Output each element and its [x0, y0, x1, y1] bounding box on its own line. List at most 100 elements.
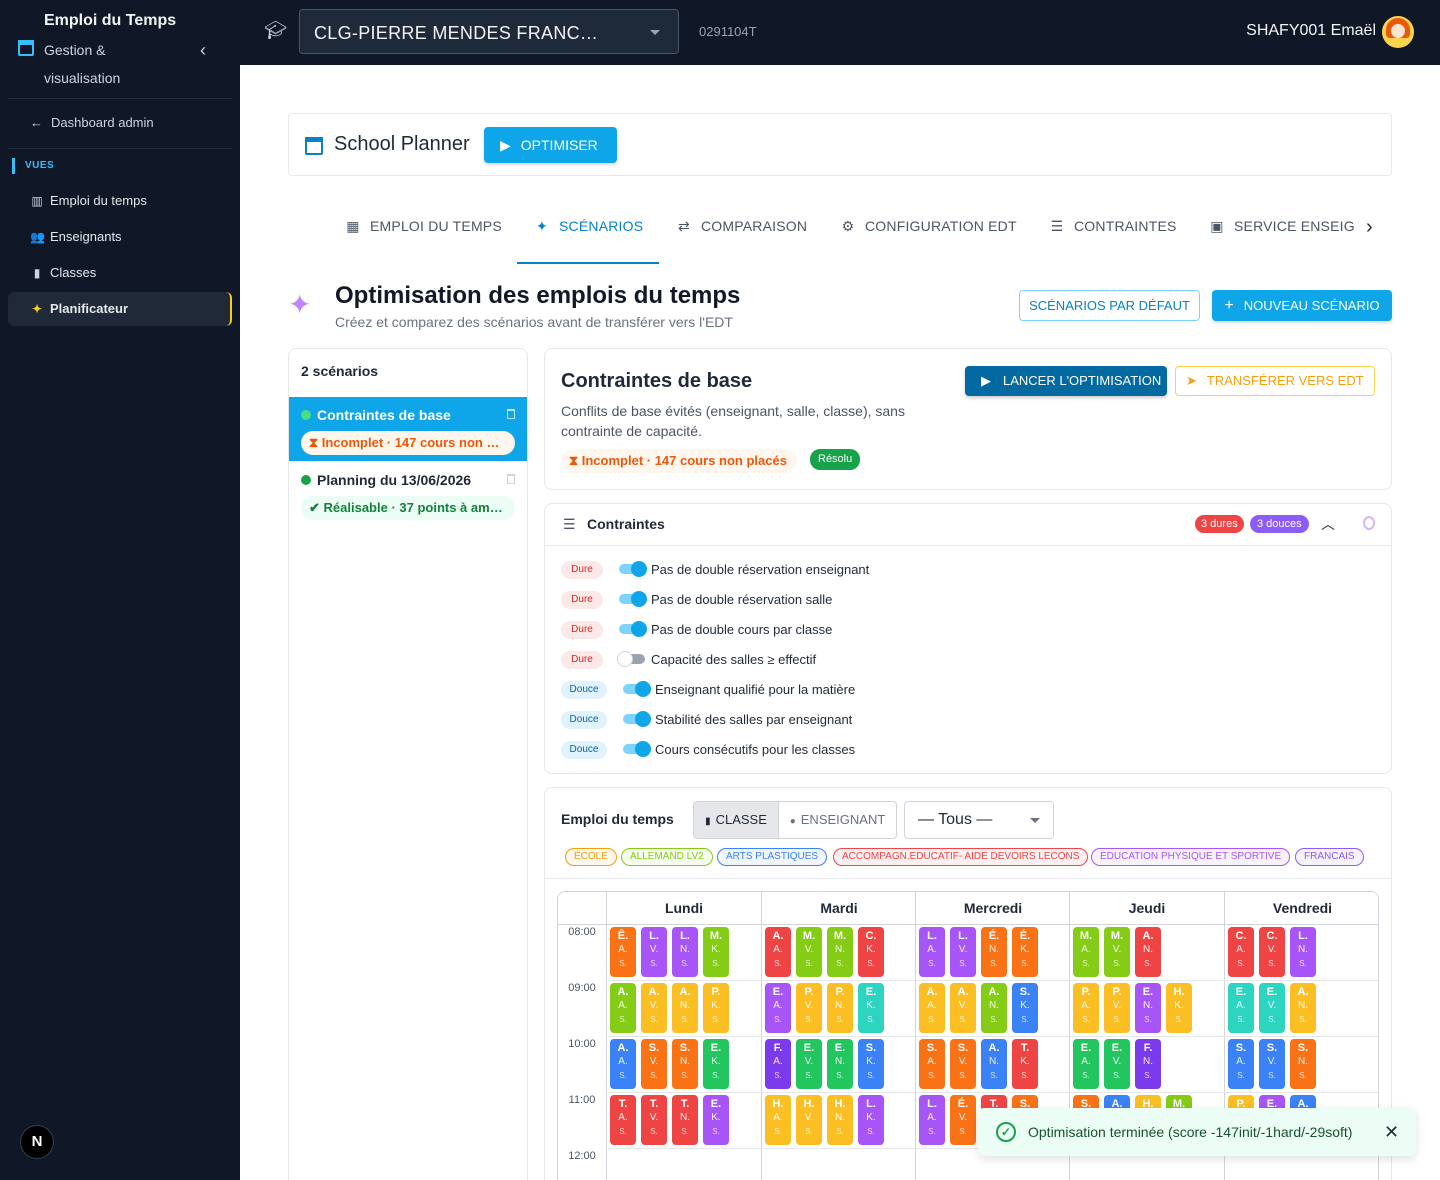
course-block[interactable]: L. V. S. [641, 927, 667, 977]
course-block[interactable]: T. A. S. [610, 1095, 636, 1145]
course-block[interactable]: A. V. S. [950, 983, 976, 1033]
course-block[interactable]: E. N. S. [827, 1039, 853, 1089]
course-block[interactable]: A. N. S. [672, 983, 698, 1033]
constraint-toggle[interactable] [619, 621, 647, 637]
scenario-item-contraintes-de-base[interactable]: Contraintes de base ⧗ Incomplet · 147 co… [289, 397, 527, 461]
course-block[interactable]: C. A. S. [1228, 927, 1254, 977]
course-block[interactable]: E. K. S. [703, 1095, 729, 1145]
optimize-button[interactable]: ▶ OPTIMISER [484, 127, 617, 163]
course-block[interactable]: S. K. S. [858, 1039, 884, 1089]
course-block[interactable]: H. V. S. [796, 1095, 822, 1145]
course-block[interactable]: S. V. S. [1259, 1039, 1285, 1089]
course-block[interactable]: E. A. S. [1228, 983, 1254, 1033]
course-block[interactable]: L. N. S. [672, 927, 698, 977]
course-block[interactable]: M. V. S. [796, 927, 822, 977]
view-teacher-button[interactable]: ● ENSEIGNANT [778, 802, 896, 838]
tab-configuration-edt[interactable]: ⚙ CONFIGURATION EDT [839, 218, 1017, 240]
scenario-item-planning[interactable]: Planning du 13/06/2026 ✔ Réalisable · 37… [289, 462, 527, 526]
course-block[interactable]: E. A. S. [765, 983, 791, 1033]
tab-contraintes[interactable]: ☰ CONTRAINTES [1048, 218, 1177, 240]
course-block[interactable]: E. V. S. [1104, 1039, 1130, 1089]
course-block[interactable]: E. V. S. [1259, 983, 1285, 1033]
collapse-sidebar-icon[interactable]: ‹ [200, 40, 206, 60]
dashboard-admin-link[interactable]: ← Dashboard admin [30, 115, 162, 130]
course-block[interactable]: P. A. S. [1073, 983, 1099, 1033]
chevron-up-icon[interactable]: ︿ [1321, 516, 1335, 532]
course-block[interactable]: L. V. S. [950, 927, 976, 977]
class-filter-select[interactable]: — Tous — [904, 801, 1054, 839]
lightbulb-icon[interactable] [1363, 516, 1375, 530]
course-block[interactable]: A. N. S. [1135, 927, 1161, 977]
transfer-to-edt-button[interactable]: ➤ TRANSFÉRER VERS EDT [1175, 366, 1375, 396]
course-block[interactable]: É. N. S. [981, 927, 1007, 977]
course-block[interactable]: H. A. S. [765, 1095, 791, 1145]
course-block[interactable]: L. A. S. [919, 927, 945, 977]
user-name[interactable]: SHAFY001 Emaël [1246, 22, 1376, 39]
course-block[interactable]: P. V. S. [1104, 983, 1130, 1033]
course-block[interactable]: S. V. S. [950, 1039, 976, 1089]
course-block[interactable]: E. V. S. [796, 1039, 822, 1089]
tab-service-enseig[interactable]: ▣ SERVICE ENSEIG [1208, 218, 1354, 240]
tab-scenarios[interactable]: ✦ SCÉNARIOS [533, 218, 643, 240]
course-block[interactable]: A. A. S. [610, 983, 636, 1033]
course-block[interactable]: A. V. S. [641, 983, 667, 1033]
course-block[interactable]: S. K. S. [1012, 983, 1038, 1033]
constraint-toggle[interactable] [623, 711, 651, 727]
course-block[interactable]: S. V. S. [641, 1039, 667, 1089]
constraint-toggle[interactable] [623, 681, 651, 697]
course-block[interactable]: H. K. S. [1166, 983, 1192, 1033]
course-block[interactable]: P. V. S. [796, 983, 822, 1033]
course-block[interactable]: C. V. S. [1259, 927, 1285, 977]
course-block[interactable]: S. N. S. [1290, 1039, 1316, 1089]
constraints-header[interactable]: ☰ Contraintes 3 dures 3 douces ︿ [545, 504, 1391, 546]
sidebar-item-classes[interactable]: ▮ Classes [8, 256, 232, 290]
nextjs-badge[interactable]: N [20, 1125, 54, 1159]
sidebar-item-planificateur[interactable]: ✦ Planificateur [8, 292, 232, 326]
course-block[interactable]: M. K. S. [703, 927, 729, 977]
default-scenarios-button[interactable]: SCÉNARIOS PAR DÉFAUT [1019, 290, 1200, 321]
course-block[interactable]: É. K. S. [1012, 927, 1038, 977]
course-block[interactable]: T. K. S. [1012, 1039, 1038, 1089]
course-block[interactable]: H. N. S. [827, 1095, 853, 1145]
course-block[interactable]: P. N. S. [827, 983, 853, 1033]
course-block[interactable]: L. A. S. [919, 1095, 945, 1145]
course-block[interactable]: T. N. S. [672, 1095, 698, 1145]
course-block[interactable]: M. N. S. [827, 927, 853, 977]
tab-emploi-du-temps[interactable]: ▦ EMPLOI DU TEMPS [344, 218, 502, 240]
constraint-toggle[interactable] [617, 651, 645, 667]
close-icon[interactable]: ✕ [1384, 1122, 1400, 1142]
course-block[interactable]: L. N. S. [1290, 927, 1316, 977]
course-block[interactable]: Ê. A. S. [610, 927, 636, 977]
course-block[interactable]: A. A. S. [765, 927, 791, 977]
constraint-toggle[interactable] [623, 741, 651, 757]
delete-icon[interactable] [507, 409, 515, 419]
course-block[interactable]: M. A. S. [1073, 927, 1099, 977]
new-scenario-button[interactable]: + NOUVEAU SCÉNARIO [1212, 290, 1392, 321]
course-block[interactable]: A. A. S. [919, 983, 945, 1033]
sidebar-item-enseignants[interactable]: 👥 Enseignants [8, 220, 232, 254]
course-block[interactable]: L. K. S. [858, 1095, 884, 1145]
course-block[interactable]: M. V. S. [1104, 927, 1130, 977]
course-block[interactable]: E. N. S. [1135, 983, 1161, 1033]
course-block[interactable]: É. V. S. [950, 1095, 976, 1145]
constraint-toggle[interactable] [619, 561, 647, 577]
school-select[interactable]: CLG-PIERRE MENDES FRANC… [299, 9, 679, 54]
sidebar-item-emploi-du-temps[interactable]: ▥ Emploi du temps [8, 184, 232, 218]
course-block[interactable]: F. A. S. [765, 1039, 791, 1089]
course-block[interactable]: E. K. S. [703, 1039, 729, 1089]
avatar[interactable] [1382, 16, 1414, 48]
constraint-toggle[interactable] [619, 591, 647, 607]
course-block[interactable]: A. N. S. [1290, 983, 1316, 1033]
tab-scroll-right-icon[interactable]: › [1366, 216, 1373, 238]
course-block[interactable]: F. N. S. [1135, 1039, 1161, 1089]
course-block[interactable]: S. A. S. [1228, 1039, 1254, 1089]
course-block[interactable]: A. N. S. [981, 983, 1007, 1033]
tab-comparaison[interactable]: ⇄ COMPARAISON [675, 218, 807, 240]
view-class-button[interactable]: ▮ CLASSE [694, 802, 778, 838]
course-block[interactable]: S. N. S. [672, 1039, 698, 1089]
course-block[interactable]: C. K. S. [858, 927, 884, 977]
course-block[interactable]: A. A. S. [610, 1039, 636, 1089]
course-block[interactable]: E. A. S. [1073, 1039, 1099, 1089]
course-block[interactable]: E. K. S. [858, 983, 884, 1033]
course-block[interactable]: A. N. S. [981, 1039, 1007, 1089]
